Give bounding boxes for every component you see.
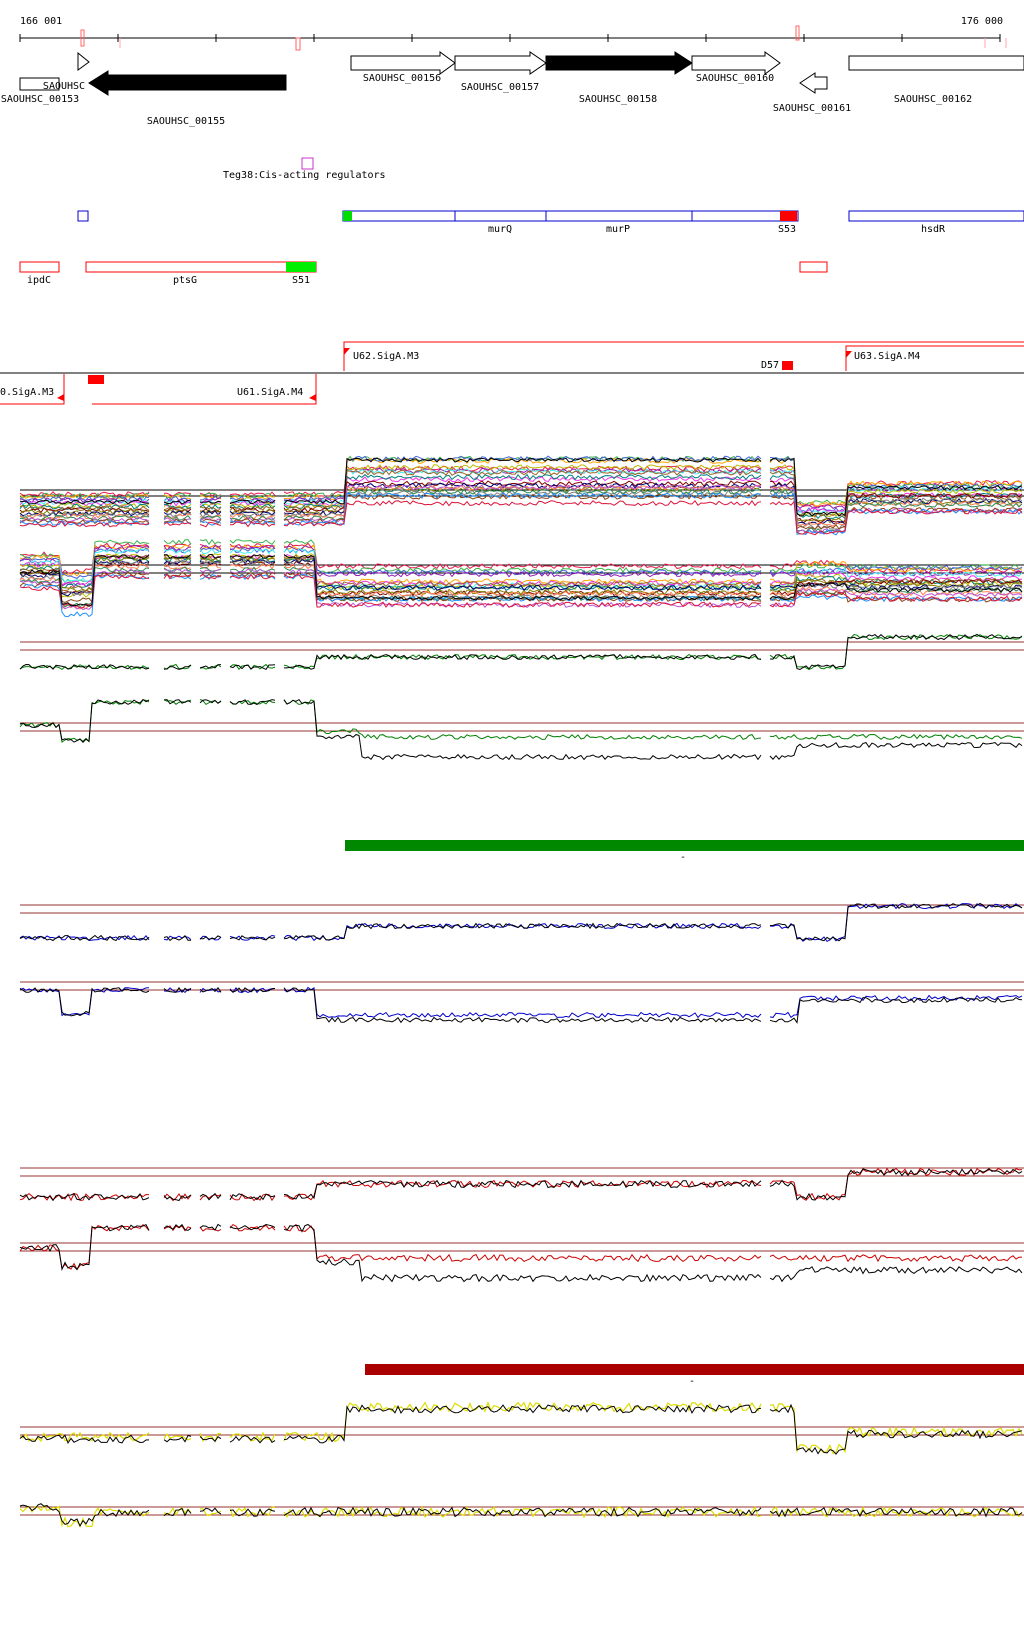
operon-blue-hsdr[interactable] bbox=[848, 210, 1024, 222]
gene-saouhsc-00160[interactable] bbox=[691, 51, 781, 75]
operon-label-s53[interactable]: S53 bbox=[778, 224, 796, 235]
expression-green-track bbox=[19, 633, 1024, 761]
operon-label-murp[interactable]: murP bbox=[606, 224, 630, 235]
expression-red-track bbox=[19, 1167, 1024, 1283]
promoter-label-d57[interactable]: D57 bbox=[761, 360, 779, 371]
promoter-track: U62.SigA.M3 D57 U63.SigA.M4 0.SigA.M3 U6… bbox=[0, 341, 1024, 405]
cis-regulator-label[interactable]: Teg38:Cis-acting regulators bbox=[223, 170, 386, 181]
operon-red-small[interactable] bbox=[799, 261, 828, 273]
ruler-start-label: 166 001 bbox=[20, 16, 62, 27]
gene-label-saouhsc[interactable]: SAOUHSC bbox=[43, 81, 85, 92]
operon-label-hsdr[interactable]: hsdR bbox=[921, 224, 946, 235]
gene-saouhsc-00155[interactable] bbox=[88, 70, 287, 96]
gene-label-saouhsc-00160[interactable]: SAOUHSC_00160 bbox=[696, 73, 774, 84]
operon-label-s51[interactable]: S51 bbox=[292, 275, 310, 286]
gene-saouhsc-00162[interactable] bbox=[848, 55, 1024, 71]
gene-saouhsc-00153[interactable] bbox=[19, 77, 60, 91]
gene-saouhsc[interactable] bbox=[77, 51, 90, 71]
segment-bar-green-label: - bbox=[680, 852, 686, 863]
cis-regulator-box[interactable] bbox=[301, 157, 314, 170]
gene-label-saouhsc-00158[interactable]: SAOUHSC_00158 bbox=[579, 94, 657, 105]
gene-saouhsc-00156[interactable] bbox=[350, 51, 456, 75]
gene-label-saouhsc-00153[interactable]: SAOUHSC_00153 bbox=[1, 94, 79, 105]
cis-regulator-track: Teg38:Cis-acting regulators bbox=[223, 157, 386, 181]
gene-label-saouhsc-00162[interactable]: SAOUHSC_00162 bbox=[894, 94, 972, 105]
operon-label-ipdc[interactable]: ipdC bbox=[27, 275, 51, 286]
expression-yellow-track bbox=[19, 1400, 1024, 1528]
operon-red-ptsg[interactable] bbox=[85, 261, 317, 273]
gene-label-saouhsc-00156[interactable]: SAOUHSC_00156 bbox=[363, 73, 441, 84]
segment-bar-green[interactable] bbox=[345, 840, 1024, 851]
expression-multicolor-track bbox=[19, 455, 1024, 618]
blue-marker-box[interactable] bbox=[77, 210, 89, 222]
operon-label-murq[interactable]: murQ bbox=[488, 224, 512, 235]
promoter-label-u62[interactable]: U62.SigA.M3 bbox=[353, 351, 419, 362]
gene-saouhsc-00158[interactable] bbox=[545, 51, 693, 75]
operon-label-ptsg[interactable]: ptsG bbox=[173, 275, 197, 286]
ruler-end-label: 176 000 bbox=[961, 16, 1003, 27]
expression-blue-track bbox=[19, 902, 1024, 1024]
segment-bar-red-label: - bbox=[689, 1376, 695, 1387]
operon-blue-track: murQ murP S53 hsdR bbox=[77, 210, 1024, 235]
gene-track: SAOUHSC SAOUHSC_00153 SAOUHSC_00155 SAOU… bbox=[1, 51, 1024, 127]
segment-bar-red[interactable] bbox=[365, 1364, 1024, 1375]
promoter-label-sigam3-left[interactable]: 0.SigA.M3 bbox=[0, 387, 54, 398]
gene-label-saouhsc-00157[interactable]: SAOUHSC_00157 bbox=[461, 82, 539, 93]
operon-blue-main[interactable] bbox=[342, 210, 799, 222]
gene-label-saouhsc-00155[interactable]: SAOUHSC_00155 bbox=[147, 116, 225, 127]
coordinate-ruler: 166 001 176 000 bbox=[19, 16, 1007, 51]
promoter-label-u63[interactable]: U63.SigA.M4 bbox=[854, 351, 920, 362]
operon-red-ipdc[interactable] bbox=[19, 261, 60, 273]
gene-label-saouhsc-00161[interactable]: SAOUHSC_00161 bbox=[773, 103, 851, 114]
gene-saouhsc-00161[interactable] bbox=[799, 72, 828, 94]
operon-red-track: ipdC ptsG S51 bbox=[19, 261, 828, 286]
gene-saouhsc-00157[interactable] bbox=[454, 51, 547, 75]
promoter-label-u61[interactable]: U61.SigA.M4 bbox=[237, 387, 303, 398]
